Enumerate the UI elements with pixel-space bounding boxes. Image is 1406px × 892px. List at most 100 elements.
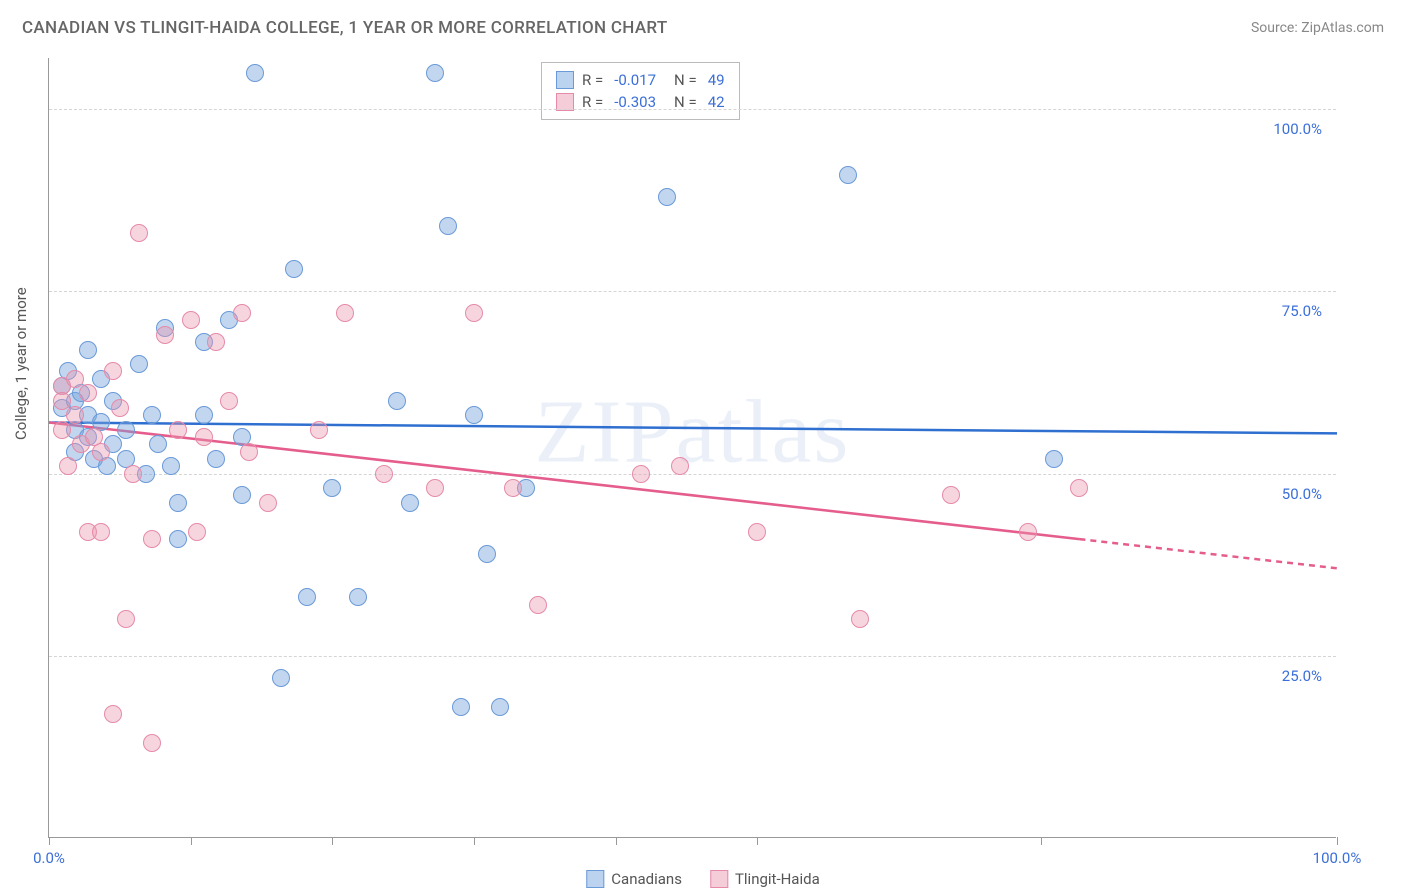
ytick-label: 50.0% (1282, 485, 1322, 503)
data-point (504, 479, 522, 497)
data-point (323, 479, 341, 497)
data-point (298, 588, 316, 606)
data-point (188, 523, 206, 541)
xtick (616, 837, 617, 845)
data-point (117, 610, 135, 628)
data-point (491, 698, 509, 716)
xtick (332, 837, 333, 845)
data-point (53, 421, 71, 439)
watermark: ZIPatlas (535, 380, 851, 483)
gridline-h (49, 656, 1336, 657)
data-point (182, 311, 200, 329)
data-point (79, 384, 97, 402)
data-point (465, 304, 483, 322)
y-axis-label: College, 1 year or more (12, 287, 30, 440)
data-point (53, 392, 71, 410)
data-point (149, 435, 167, 453)
stats-swatch-0 (556, 71, 574, 89)
data-point (426, 479, 444, 497)
gridline-h (49, 291, 1336, 292)
data-point (59, 457, 77, 475)
x-label-left: 0.0% (33, 849, 65, 867)
bottom-legend: Canadians Tlingit-Haida (586, 870, 819, 888)
data-point (169, 494, 187, 512)
data-point (195, 406, 213, 424)
ytick-label: 100.0% (1273, 120, 1322, 138)
data-point (246, 64, 264, 82)
data-point (375, 465, 393, 483)
legend-swatch-1 (710, 870, 728, 888)
chart-header: CANADIAN VS TLINGIT-HAIDA COLLEGE, 1 YEA… (0, 0, 1406, 48)
data-point (259, 494, 277, 512)
data-point (465, 406, 483, 424)
data-point (130, 224, 148, 242)
data-point (143, 530, 161, 548)
data-point (233, 304, 251, 322)
plot-area: ZIPatlas R = -0.017 N = 49 R = -0.303 N … (48, 58, 1336, 838)
stats-N-0: 49 (708, 71, 725, 89)
legend-label-1: Tlingit-Haida (735, 870, 820, 888)
data-point (79, 341, 97, 359)
data-point (207, 333, 225, 351)
stats-R-label: R = (582, 71, 603, 89)
stats-R-0: -0.017 (614, 71, 656, 89)
chart-container: ZIPatlas R = -0.017 N = 49 R = -0.303 N … (48, 58, 1388, 838)
xtick (757, 837, 758, 845)
data-point (285, 260, 303, 278)
xtick (474, 837, 475, 845)
legend-item-0: Canadians (586, 870, 682, 888)
data-point (851, 610, 869, 628)
data-point (336, 304, 354, 322)
data-point (195, 428, 213, 446)
data-point (117, 421, 135, 439)
data-point (839, 166, 857, 184)
data-point (748, 523, 766, 541)
data-point (169, 530, 187, 548)
data-point (111, 399, 129, 417)
data-point (220, 392, 238, 410)
data-point (240, 443, 258, 461)
stats-box: R = -0.017 N = 49 R = -0.303 N = 42 (541, 62, 740, 120)
xtick (49, 837, 50, 845)
data-point (233, 486, 251, 504)
data-point (130, 355, 148, 373)
ytick-label: 25.0% (1282, 667, 1322, 685)
data-point (349, 588, 367, 606)
data-point (478, 545, 496, 563)
chart-title: CANADIAN VS TLINGIT-HAIDA COLLEGE, 1 YEA… (22, 18, 667, 38)
gridline-h (49, 474, 1336, 475)
gridline-h (49, 109, 1336, 110)
data-point (632, 465, 650, 483)
legend-swatch-0 (586, 870, 604, 888)
data-point (426, 64, 444, 82)
data-point (658, 188, 676, 206)
data-point (529, 596, 547, 614)
xtick (1041, 837, 1042, 845)
data-point (942, 486, 960, 504)
x-label-right: 100.0% (1313, 849, 1362, 867)
data-point (452, 698, 470, 716)
xtick (1337, 837, 1338, 845)
xtick (191, 837, 192, 845)
data-point (1070, 479, 1088, 497)
data-point (207, 450, 225, 468)
chart-source: Source: ZipAtlas.com (1251, 20, 1384, 36)
data-point (388, 392, 406, 410)
data-point (1045, 450, 1063, 468)
data-point (156, 326, 174, 344)
data-point (310, 421, 328, 439)
data-point (124, 465, 142, 483)
stats-row-0: R = -0.017 N = 49 (556, 69, 725, 91)
data-point (1019, 523, 1037, 541)
stats-N-label: N = (674, 71, 697, 89)
data-point (671, 457, 689, 475)
data-point (169, 421, 187, 439)
data-point (104, 362, 122, 380)
data-point (92, 443, 110, 461)
data-point (143, 406, 161, 424)
data-point (143, 734, 161, 752)
data-point (162, 457, 180, 475)
data-point (439, 217, 457, 235)
data-point (104, 705, 122, 723)
ytick-label: 75.0% (1282, 302, 1322, 320)
